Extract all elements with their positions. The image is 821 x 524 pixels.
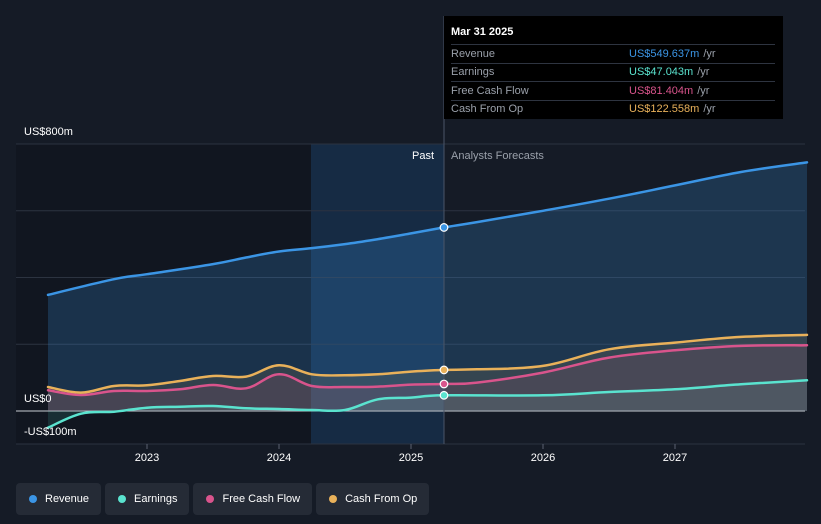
legend-item-free-cash-flow[interactable]: Free Cash Flow	[193, 483, 313, 515]
hover-marker-free-cash-flow	[439, 379, 449, 389]
x-axis-ticks: 2023 2024 2025 2026 2027	[135, 444, 687, 464]
x-tick-label: 2027	[663, 452, 687, 464]
hover-tooltip: Mar 31 2025 Revenue US$549.637m /yr Earn…	[444, 16, 783, 119]
series-line-earnings	[46, 379, 809, 429]
x-tick-label: 2024	[267, 452, 291, 464]
legend-item-revenue[interactable]: Revenue	[16, 483, 102, 515]
hover-marker-cash-from-op	[439, 365, 449, 375]
series-lines	[46, 161, 809, 429]
tooltip-label: Cash From Op	[451, 103, 524, 116]
tooltip-unit: /yr	[697, 66, 710, 79]
series-line-revenue	[46, 161, 809, 297]
legend-label: Cash From Op	[345, 493, 418, 505]
tooltip-unit: /yr	[697, 84, 710, 97]
y-tick-label-top: US$800m	[24, 126, 73, 138]
legend-label: Free Cash Flow	[222, 493, 301, 505]
tooltip-row-earnings: Earnings US$47.043m /yr	[451, 62, 775, 82]
tooltip-label: Free Cash Flow	[451, 84, 529, 97]
hover-marker-earnings	[439, 390, 449, 400]
x-tick-label: 2026	[531, 452, 555, 464]
series-area-free-cash-flow	[48, 345, 807, 411]
series-line-cash-from-op	[46, 333, 809, 394]
cash-from-op-dot-icon	[329, 495, 338, 503]
series-line-free-cash-flow	[46, 344, 809, 397]
legend-item-earnings[interactable]: Earnings	[105, 483, 190, 515]
x-tick-label: 2023	[135, 452, 159, 464]
legend-label: Earnings	[134, 493, 178, 505]
tooltip-value: US$549.637m	[629, 47, 700, 60]
tooltip-date: Mar 31 2025	[451, 26, 514, 38]
past-label: Past	[412, 150, 435, 162]
chart-legend: Revenue Earnings Free Cash Flow Cash Fro…	[16, 483, 433, 515]
tooltip-row-cash-from-op: Cash From Op US$122.558m /yr	[451, 99, 775, 119]
y-tick-label-bottom: -US$100m	[24, 426, 77, 438]
hover-marker-revenue	[439, 223, 449, 232]
tooltip-label: Earnings	[451, 66, 495, 79]
y-tick-label-zero: US$0	[24, 393, 52, 405]
tooltip-unit: /yr	[703, 47, 716, 60]
tooltip-value: US$81.404m	[629, 84, 694, 97]
legend-item-cash-from-op[interactable]: Cash From Op	[316, 483, 430, 515]
free-cash-flow-dot-icon	[206, 495, 215, 503]
tooltip-unit: /yr	[703, 103, 716, 116]
tooltip-label: Revenue	[451, 47, 496, 60]
hover-markers	[439, 223, 449, 400]
revenue-dot-icon	[29, 495, 37, 503]
tooltip-row-free-cash-flow: Free Cash Flow US$81.404m /yr	[451, 81, 775, 100]
tooltip-value: US$47.043m	[629, 66, 694, 79]
x-tick-label: 2025	[399, 452, 423, 464]
earnings-dot-icon	[118, 495, 127, 503]
highlight-shade	[311, 144, 444, 444]
legend-label: Revenue	[45, 493, 90, 505]
tooltip-value: US$122.558m	[629, 103, 700, 116]
forecast-label: Analysts Forecasts	[451, 150, 544, 162]
tooltip-row-revenue: Revenue US$549.637m /yr	[451, 44, 775, 63]
